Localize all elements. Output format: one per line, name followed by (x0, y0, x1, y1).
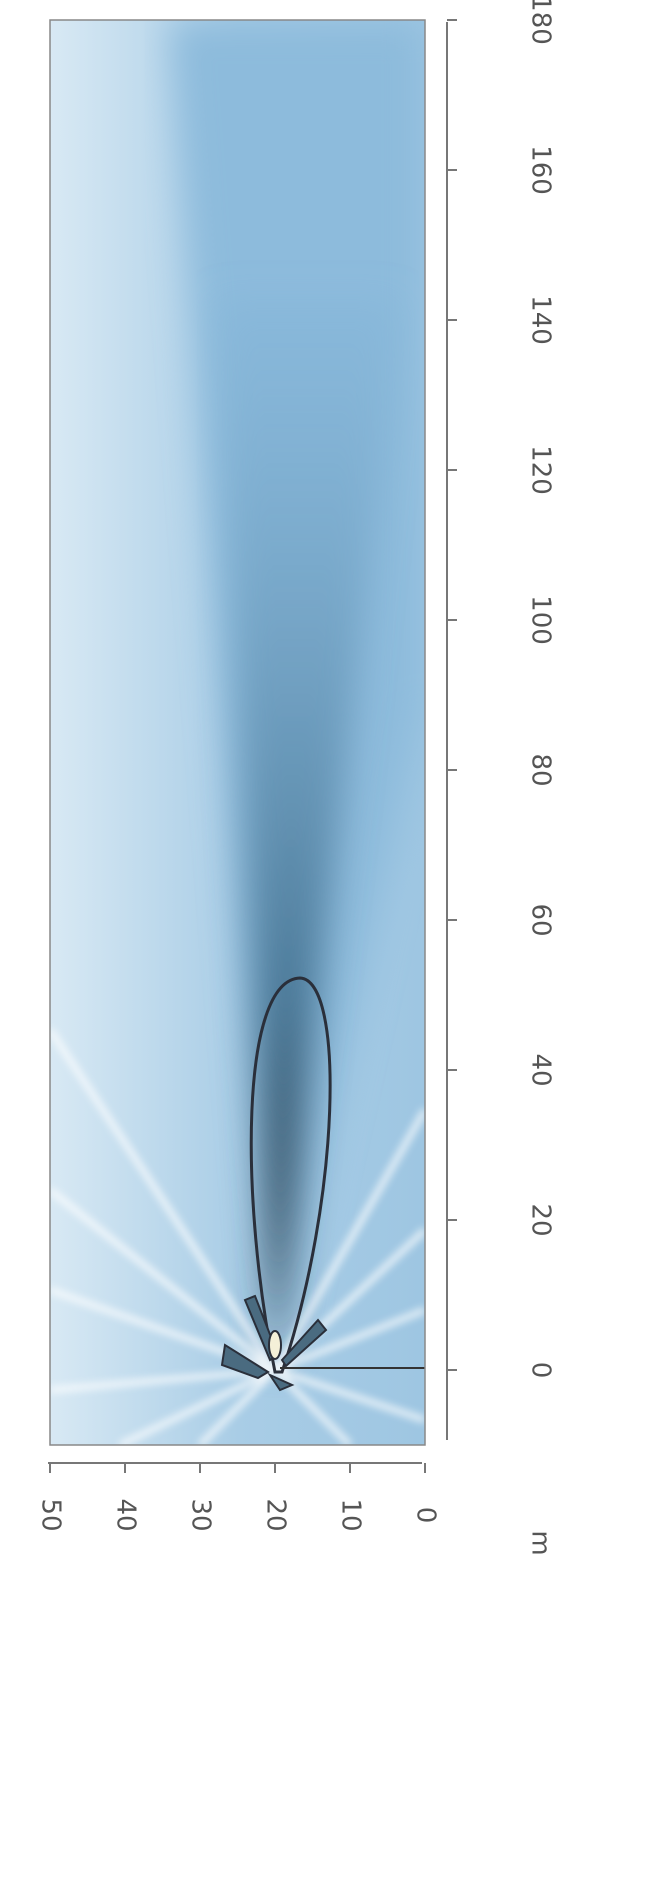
x-tick-label: 10 (336, 1498, 366, 1531)
x-axis-label: m (526, 1530, 556, 1555)
y-tick-label: 60 (526, 903, 556, 936)
y-tick-label: 140 (526, 295, 556, 345)
x-tick-label: 50 (36, 1498, 66, 1531)
y-tick-label: 80 (526, 753, 556, 786)
y-tick-label: 180 (526, 0, 556, 45)
x-tick-label: 20 (261, 1498, 291, 1531)
y-tick-label: 20 (526, 1203, 556, 1236)
y-tick-label: 100 (526, 595, 556, 645)
y-tick-label: 0 (526, 1362, 556, 1379)
plot-frame (49, 19, 426, 1446)
x-tick-label: 30 (186, 1498, 216, 1531)
y-tick-label: 120 (526, 445, 556, 495)
y-tick-label: 160 (526, 145, 556, 195)
x-tick-label: 40 (111, 1498, 141, 1531)
x-tick-label: 0 (411, 1507, 441, 1524)
y-tick-label: 40 (526, 1053, 556, 1086)
field-map (50, 20, 425, 1445)
